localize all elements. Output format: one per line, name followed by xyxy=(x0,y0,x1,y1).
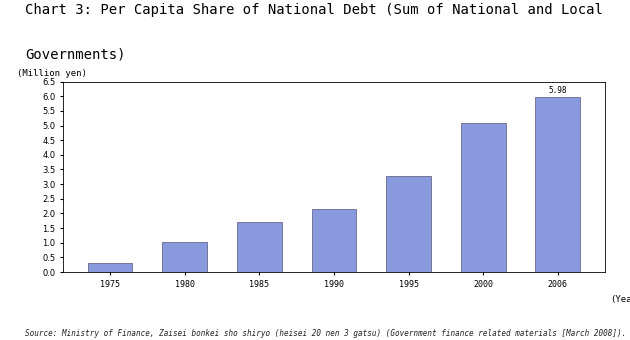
Text: 5.98: 5.98 xyxy=(549,86,567,95)
Bar xyxy=(237,222,282,272)
Text: (Million yen): (Million yen) xyxy=(17,69,87,78)
Text: Governments): Governments) xyxy=(25,48,126,62)
Bar xyxy=(88,263,132,272)
Text: Source: Ministry of Finance, Zaisei bonkei sho shiryo (heisei 20 nen 3 gatsu) (G: Source: Ministry of Finance, Zaisei bonk… xyxy=(25,329,626,338)
Bar xyxy=(311,209,357,272)
Bar xyxy=(536,97,580,272)
Bar xyxy=(163,242,207,272)
Bar xyxy=(461,123,505,272)
Text: Chart 3: Per Capita Share of National Debt (Sum of National and Local: Chart 3: Per Capita Share of National De… xyxy=(25,3,603,17)
Bar xyxy=(386,176,431,272)
Text: (Year): (Year) xyxy=(610,295,630,304)
